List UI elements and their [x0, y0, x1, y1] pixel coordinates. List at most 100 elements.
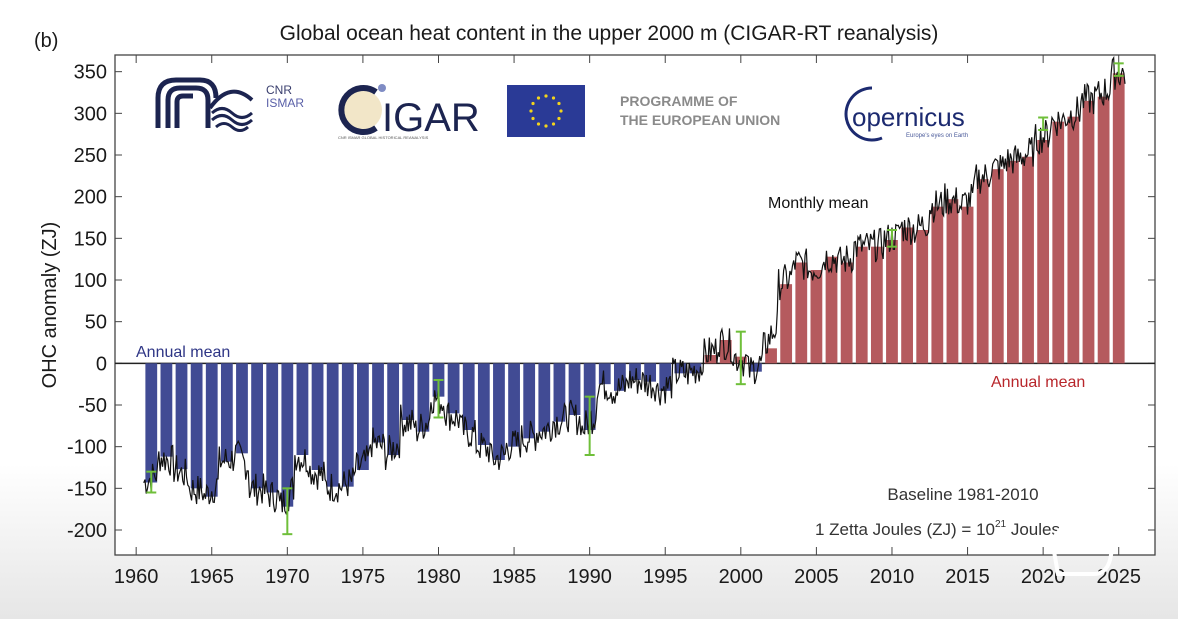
annual-bar	[523, 363, 536, 439]
annual-bar	[689, 363, 702, 374]
annual-bar	[931, 206, 944, 364]
annual-bar	[976, 179, 989, 364]
y-tick-label: 50	[85, 312, 107, 334]
eu-star-icon	[544, 94, 548, 98]
eu-star-icon	[529, 109, 533, 113]
annual-bar	[251, 363, 263, 489]
annual-bar	[946, 199, 959, 364]
annual-mean-label-positive: Annual mean	[991, 374, 1085, 391]
annual-bar	[840, 262, 853, 364]
annual-bar	[780, 284, 793, 364]
annual-bar	[1037, 140, 1050, 364]
annual-bar	[553, 363, 566, 422]
annual-bar	[886, 240, 898, 364]
cnr-logo-icon	[165, 85, 211, 128]
eu-star-icon	[551, 122, 556, 126]
annual-bar	[372, 363, 384, 443]
x-tick-label: 1970	[265, 566, 310, 588]
y-tick-label: 350	[74, 62, 107, 84]
annual-bar	[417, 363, 430, 432]
eu-flag-logo	[507, 85, 585, 137]
chart-title: Global ocean heat content in the upper 2…	[280, 22, 939, 45]
annual-bar	[825, 256, 838, 364]
error-bars	[146, 62, 1124, 536]
eu-star-icon	[536, 122, 541, 126]
axes: 1960 1965 1970 1975 1980 1985 1990 1995 2000 2005…	[67, 55, 1155, 588]
annual-bar	[1112, 73, 1125, 364]
annual-bars	[145, 73, 1125, 507]
annual-bar	[1067, 116, 1080, 364]
annual-bar	[598, 363, 611, 385]
x-tick-label: 1990	[567, 566, 612, 588]
annual-bar	[175, 363, 188, 470]
x-tick-label: 2005	[794, 566, 839, 588]
cigar-logo: IGAR CNR ISMAR GLOBAL HISTORICAL REANALY…	[338, 84, 480, 140]
annual-bar	[357, 363, 369, 470]
annual-mean-label-negative: Annual mean	[136, 344, 230, 361]
annual-bar	[991, 169, 1004, 364]
annual-bar	[402, 363, 415, 420]
x-tick-label: 2020	[1021, 566, 1066, 588]
x-tick-label: 1985	[492, 566, 537, 588]
eu-star-icon	[557, 116, 561, 121]
y-tick-label: 150	[74, 228, 107, 250]
panel-label: (b)	[34, 30, 58, 52]
annual-bar	[160, 363, 173, 457]
annual-bar	[810, 270, 823, 364]
y-tick-label: -150	[67, 478, 107, 500]
annual-bar	[341, 363, 354, 487]
annual-bar	[901, 227, 913, 364]
annual-bar	[190, 363, 203, 489]
y-tick-label: -100	[67, 437, 107, 459]
annual-bar	[855, 246, 868, 364]
copernicus-text: opernicus	[852, 102, 965, 132]
y-axis-label: OHC anomaly (ZJ)	[39, 222, 61, 389]
eu-star-icon	[536, 96, 541, 100]
annual-bar	[447, 363, 460, 414]
annual-bar	[644, 363, 657, 382]
annual-bar	[916, 230, 929, 364]
eu-programme-line1: PROGRAMME OF	[620, 93, 738, 109]
annual-bar	[629, 363, 641, 380]
eu-star-icon	[544, 124, 548, 128]
annual-bar	[205, 363, 218, 497]
monthly-line	[143, 55, 1126, 515]
y-tick-label: 250	[74, 145, 107, 167]
y-tick-label: 200	[74, 187, 107, 209]
cigar-subtitle: CNR ISMAR GLOBAL HISTORICAL REANALYSIS	[338, 135, 429, 140]
eu-programme-line2: THE EUROPEAN UNION	[620, 112, 780, 128]
annual-bar	[477, 363, 490, 445]
unit-note: 1 Zetta Joules (ZJ) = 1021 Joules	[815, 519, 1060, 539]
x-tick-label: 2010	[870, 566, 915, 588]
copernicus-logo: opernicus Europe's eyes on Earth	[844, 86, 968, 142]
eu-star-icon	[559, 109, 563, 113]
y-tick-label: 300	[74, 103, 107, 125]
x-tick-label: 2000	[719, 566, 764, 588]
annual-bar	[870, 246, 883, 364]
eu-star-icon	[531, 101, 535, 106]
annual-bar	[1052, 121, 1065, 364]
annual-bar	[462, 363, 475, 430]
copernicus-tagline: Europe's eyes on Earth	[906, 133, 968, 139]
annual-bar	[719, 340, 732, 364]
annual-bar	[961, 206, 974, 364]
annual-bar	[765, 348, 777, 364]
x-tick-label: 1975	[341, 566, 386, 588]
x-tick-label: 1965	[189, 566, 234, 588]
annual-bar	[281, 363, 294, 507]
annual-bar	[750, 363, 762, 372]
annual-bar	[795, 262, 808, 364]
annual-bar	[220, 363, 233, 462]
eu-star-icon	[531, 116, 535, 121]
thumbs-up-icon[interactable]	[1049, 496, 1118, 576]
annual-bar	[674, 363, 687, 374]
copernicus-arc-icon	[844, 86, 883, 142]
x-tick-label: 1995	[643, 566, 688, 588]
annual-bar	[568, 363, 581, 415]
ismar-text: ISMAR	[266, 96, 304, 110]
annual-bar	[311, 363, 324, 470]
annual-bar	[266, 363, 279, 493]
annual-bar	[508, 363, 520, 447]
eu-star-icon	[557, 101, 561, 106]
